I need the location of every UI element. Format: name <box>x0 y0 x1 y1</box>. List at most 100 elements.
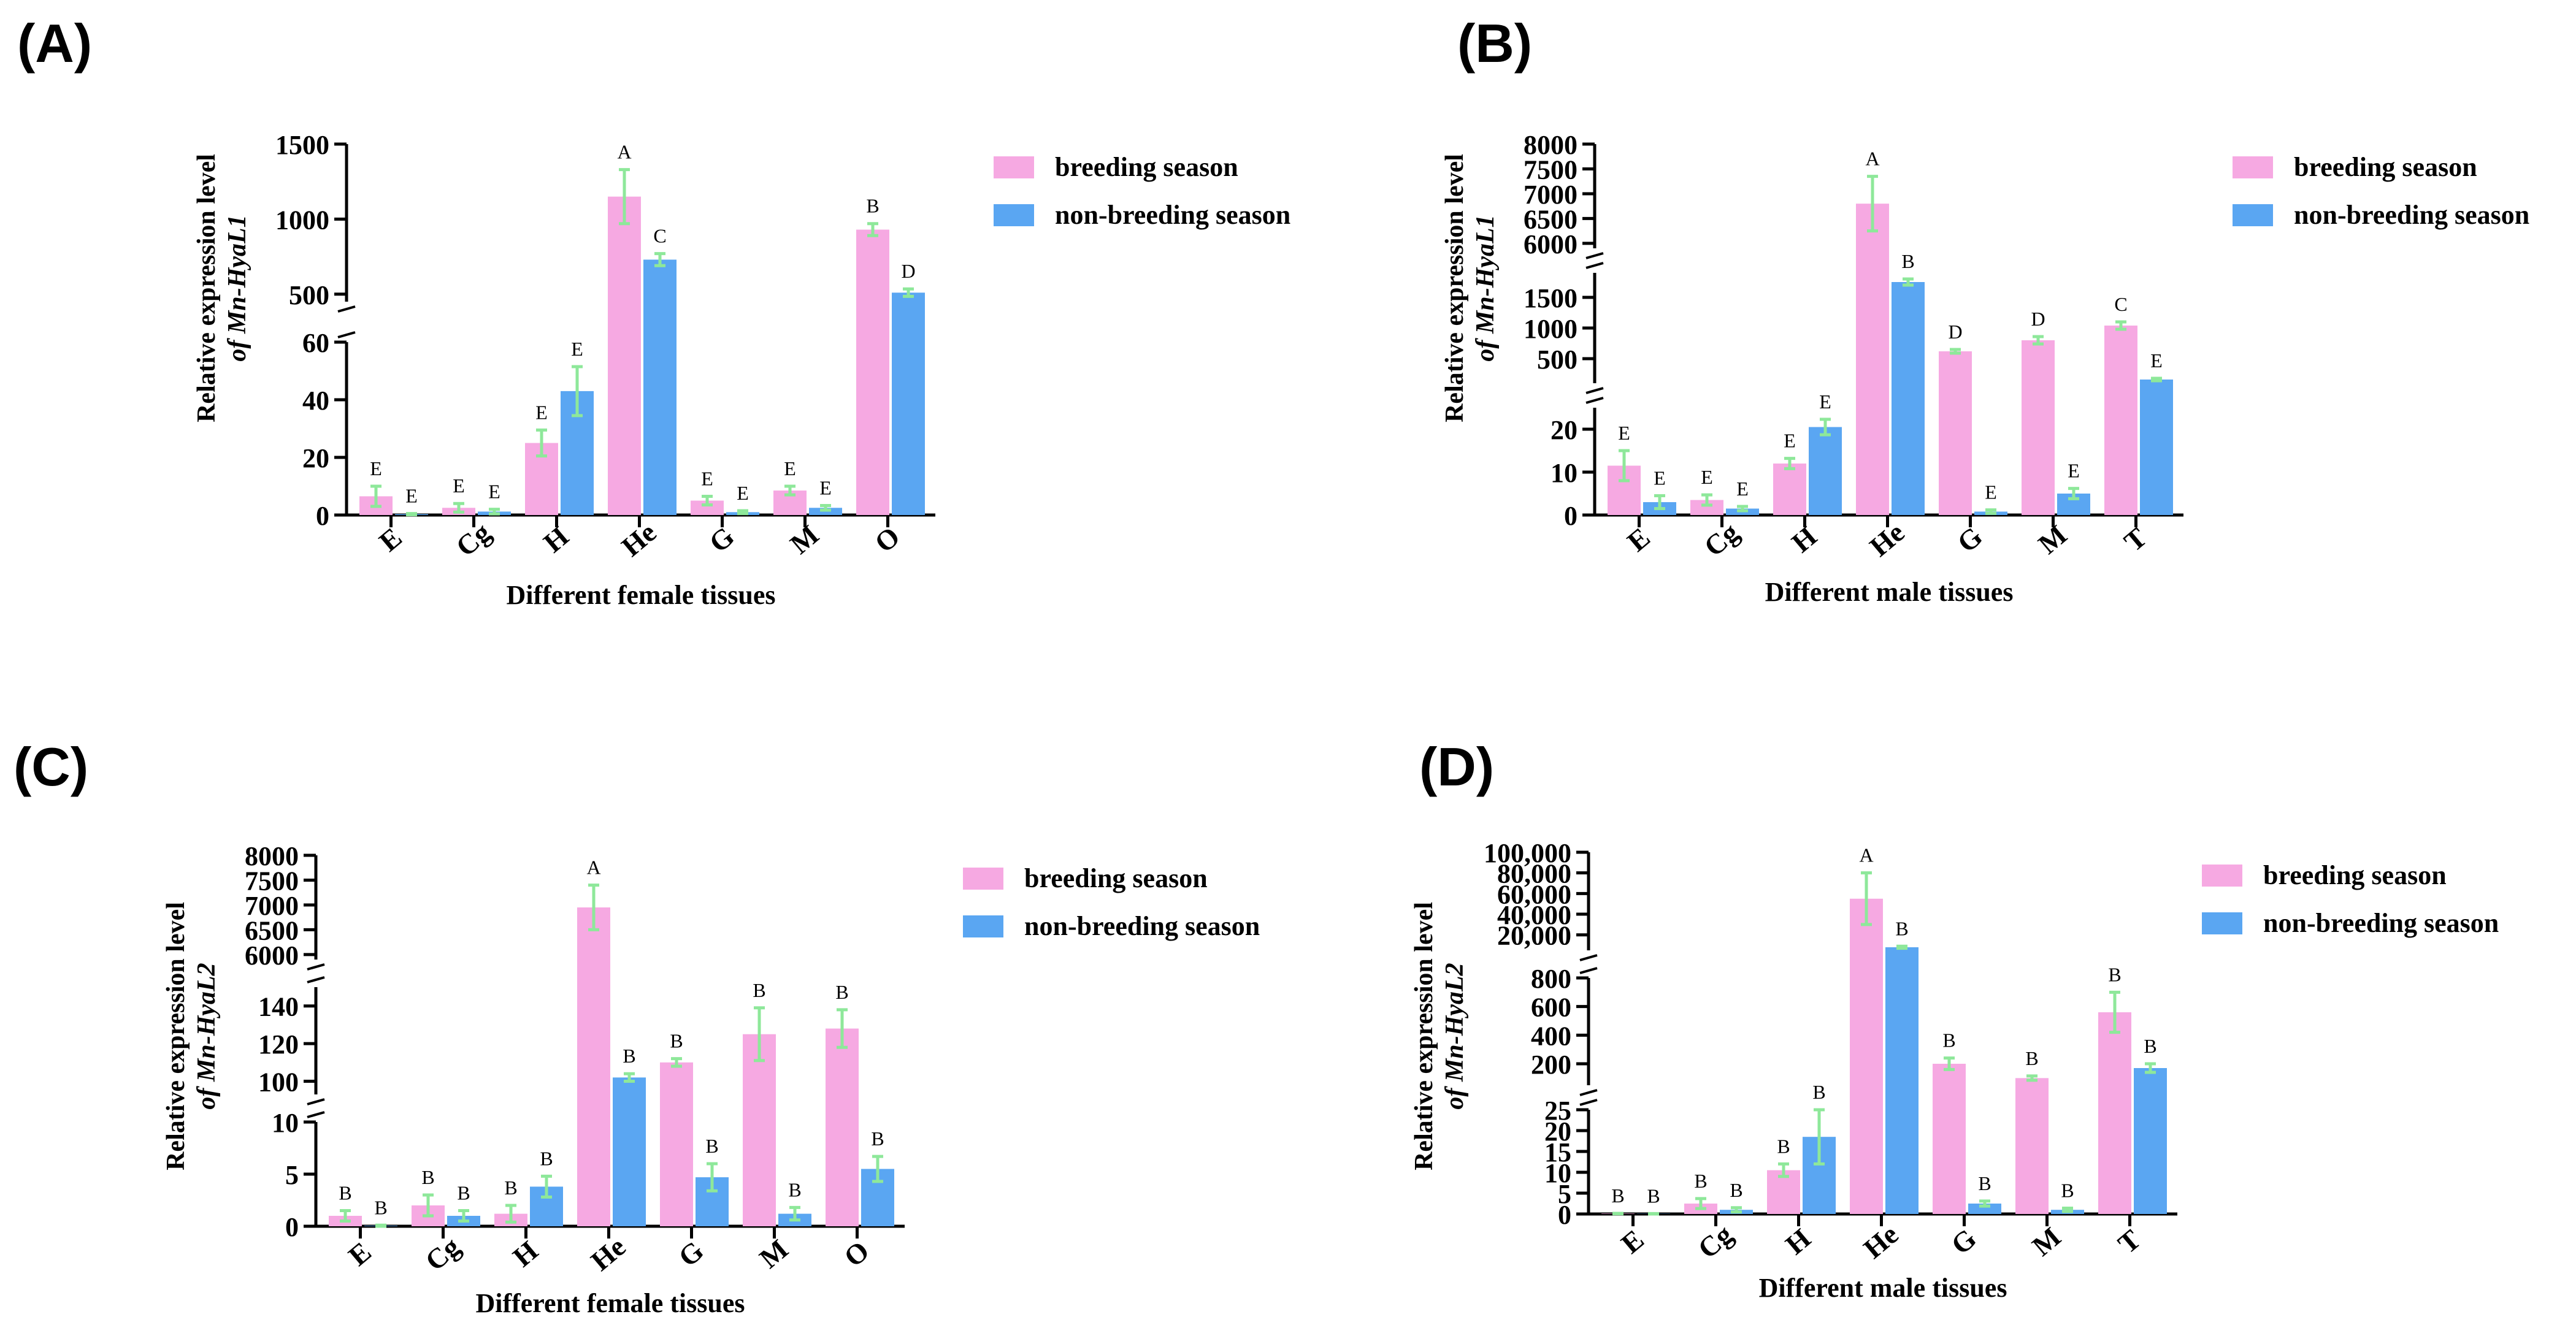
x-tick-label: G <box>1951 521 1988 559</box>
y-tick-label: 100,000 <box>1484 838 1571 868</box>
y-tick-label: 60,000 <box>1497 879 1571 909</box>
significance-letter: B <box>866 195 879 217</box>
significance-letter: E <box>784 457 796 479</box>
y-tick-label: 7500 <box>245 866 299 896</box>
y-tick-label: 25 <box>1544 1096 1571 1126</box>
y-tick-label: 7500 <box>1524 155 1577 185</box>
significance-letter: B <box>2144 1035 2156 1057</box>
x-tick-label: M <box>2026 1221 2067 1262</box>
bar <box>608 196 641 516</box>
y-tick-label: 1500 <box>275 130 329 160</box>
x-tick-label: M <box>784 519 825 560</box>
y-tick-label: 7000 <box>245 891 299 921</box>
y-tick-label: 8000 <box>245 841 299 871</box>
significance-letter: B <box>670 1030 683 1052</box>
significance-letter: E <box>370 457 382 479</box>
y-tick-label: 40 <box>302 386 329 416</box>
bar <box>1773 464 1806 515</box>
axis-break-mark <box>1579 967 1598 974</box>
legend-label: breeding season <box>2294 152 2477 182</box>
y-tick-label: 120 <box>258 1029 299 1059</box>
bar <box>2098 1012 2131 1214</box>
y-axis-title-line2: of Mn-HyaL2 <box>1441 963 1469 1109</box>
x-tick-label: H <box>507 1235 543 1273</box>
legend-label: non-breeding season <box>2294 200 2529 230</box>
axis-break-mark <box>1585 387 1604 394</box>
significance-letter: A <box>1865 148 1879 170</box>
y-axis-title: Relative expression levelof Mn-HyaL1 <box>1441 154 1500 422</box>
panel-label: (B) <box>1457 13 1533 74</box>
y-tick-label: 5 <box>1558 1179 1571 1209</box>
x-tick-label: G <box>1945 1223 1982 1261</box>
significance-letter: B <box>1901 250 1914 272</box>
significance-letter: B <box>421 1166 434 1188</box>
axis-break-mark <box>1585 262 1604 269</box>
y-tick-label: 800 <box>1531 964 1571 994</box>
x-axis-title: Different male tissues <box>1765 577 2014 607</box>
y-tick-label: 500 <box>289 280 329 310</box>
x-tick-label: G <box>672 1235 709 1273</box>
y-tick-label: 140 <box>258 992 299 1022</box>
axis-break-mark <box>307 976 325 983</box>
significance-letter: E <box>453 475 465 497</box>
y-tick-label: 500 <box>1537 345 1577 375</box>
significance-letter: B <box>1611 1185 1624 1207</box>
x-tick-label: G <box>703 521 740 559</box>
significance-letter: E <box>819 476 832 498</box>
x-tick-label: O <box>868 521 905 559</box>
axis-break-mark <box>307 963 325 971</box>
y-tick-label: 400 <box>1531 1021 1571 1051</box>
y-tick-label: 0 <box>1564 501 1577 531</box>
axis-break-mark <box>1579 1099 1598 1106</box>
significance-letter: A <box>586 857 600 879</box>
legend-swatch <box>2202 912 2242 934</box>
legend-label: non-breeding season <box>2263 908 2499 938</box>
x-tick-label: He <box>585 1231 632 1277</box>
significance-letter: A <box>617 141 631 163</box>
bar <box>2134 1068 2167 1214</box>
significance-letter: E <box>1654 467 1666 489</box>
legend-label: non-breeding season <box>1024 911 1260 941</box>
panel-label: (A) <box>17 13 93 74</box>
y-tick-label: 600 <box>1531 993 1571 1023</box>
y-tick-label: 6500 <box>1524 204 1577 234</box>
bar <box>613 1077 646 1226</box>
x-tick-label: Cg <box>1692 1218 1739 1264</box>
significance-letter: E <box>737 482 749 504</box>
x-axis-title: Different female tissues <box>506 580 775 610</box>
legend-label: breeding season <box>1024 863 1208 893</box>
significance-letter: B <box>1730 1179 1742 1201</box>
y-tick-label: 1000 <box>275 205 329 235</box>
y-tick-label: 200 <box>1531 1050 1571 1080</box>
x-axis-title: Different male tissues <box>1759 1273 2007 1303</box>
y-axis-title-line2: of Mn-HyaL2 <box>193 963 221 1109</box>
x-tick-label: E <box>373 521 407 557</box>
bar <box>743 1034 776 1226</box>
bar <box>1968 1204 2001 1214</box>
significance-letter: E <box>2150 349 2163 372</box>
x-tick-label: He <box>616 516 662 562</box>
legend-swatch <box>963 915 1003 937</box>
bar <box>1856 204 1889 515</box>
significance-letter: D <box>2031 308 2045 330</box>
y-tick-label: 6500 <box>245 915 299 945</box>
y-axis-title: Relative expression levelof Mn-HyaL2 <box>162 902 221 1170</box>
y-tick-label: 0 <box>285 1212 299 1242</box>
legend-label: breeding season <box>1055 152 1238 182</box>
chart-panel-1: 010205001000150060006500700075008000EEEC… <box>1441 130 2529 607</box>
x-axis-title: Different female tissues <box>475 1288 745 1318</box>
significance-letter: B <box>1694 1170 1707 1192</box>
significance-letter: E <box>571 338 583 360</box>
y-tick-label: 5 <box>285 1160 299 1190</box>
bar <box>2104 326 2137 515</box>
bar <box>856 229 889 515</box>
bar <box>2140 380 2173 515</box>
y-axis-title-line1: Relative expression level <box>1441 154 1469 422</box>
x-tick-label: E <box>1615 1223 1649 1259</box>
significance-letter: B <box>1777 1135 1790 1157</box>
x-tick-label: E <box>342 1235 377 1272</box>
y-tick-label: 60 <box>302 328 329 358</box>
significance-letter: A <box>1859 844 1873 866</box>
axis-break-mark <box>337 331 356 338</box>
